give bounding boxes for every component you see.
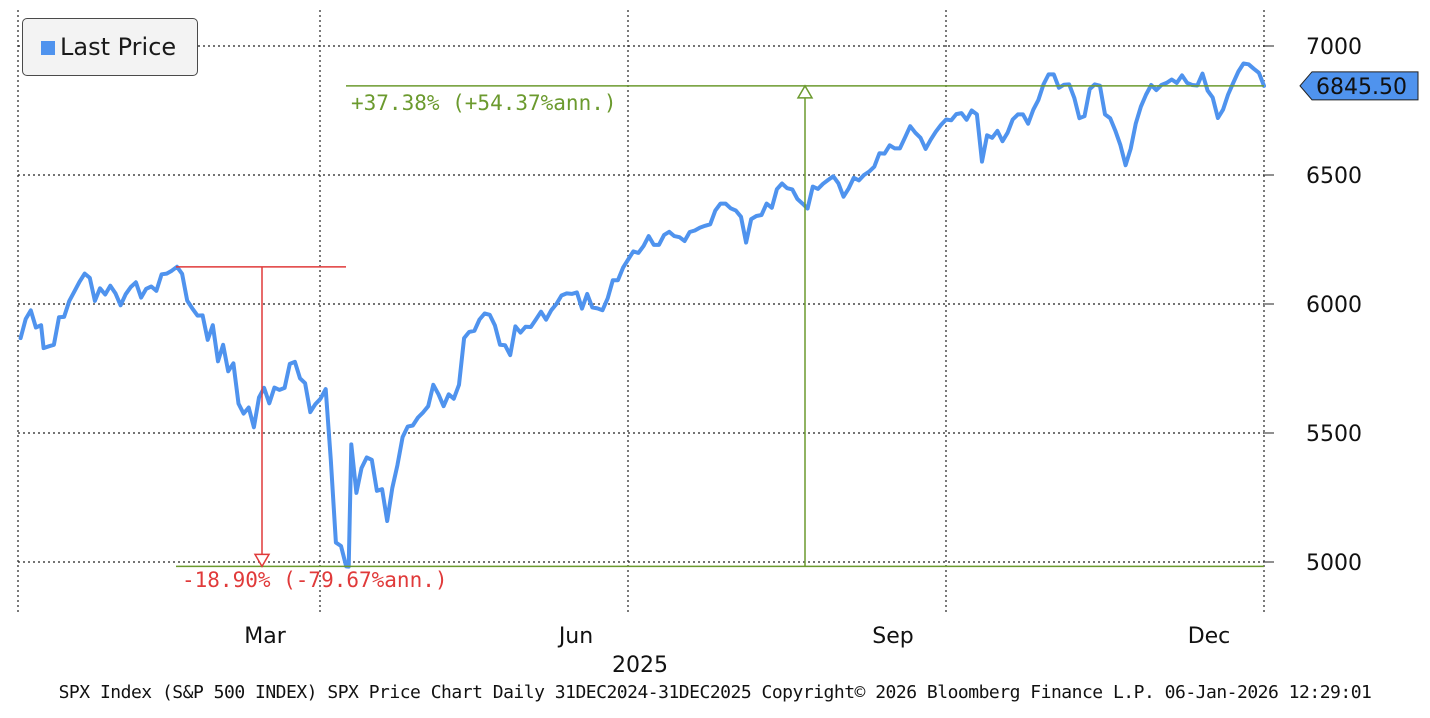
drawdown-arrow-head bbox=[253, 553, 271, 568]
x-tick-label: Mar bbox=[244, 624, 286, 649]
legend: Last Price bbox=[22, 18, 198, 76]
x-tick-label: Jun bbox=[557, 624, 593, 649]
y-tick-label: 6000 bbox=[1306, 293, 1362, 318]
drawdown-label: -18.90% (-79.67%ann.) bbox=[182, 568, 448, 592]
last-price-tag bbox=[1299, 71, 1419, 101]
legend-label: Last Price bbox=[60, 33, 177, 61]
y-tick-label: 7000 bbox=[1306, 35, 1362, 60]
y-tick-label: 5500 bbox=[1306, 422, 1362, 447]
legend-swatch bbox=[41, 41, 55, 55]
x-tick-label: Sep bbox=[872, 624, 913, 649]
footer-source: SPX Index (S&P 500 INDEX) SPX Price Char… bbox=[58, 682, 1372, 703]
last-price-tag-label: 6845.50 bbox=[1316, 75, 1407, 100]
x-tick-label: Dec bbox=[1188, 624, 1231, 649]
x-axis-label: 2025 bbox=[612, 653, 668, 678]
y-tick-label: 5000 bbox=[1306, 551, 1362, 576]
series-line-last-price bbox=[18, 61, 1266, 569]
gain-arrow-head bbox=[796, 84, 814, 99]
gain-label: +37.38% (+54.37%ann.) bbox=[351, 91, 617, 115]
y-tick-label: 6500 bbox=[1306, 164, 1362, 189]
